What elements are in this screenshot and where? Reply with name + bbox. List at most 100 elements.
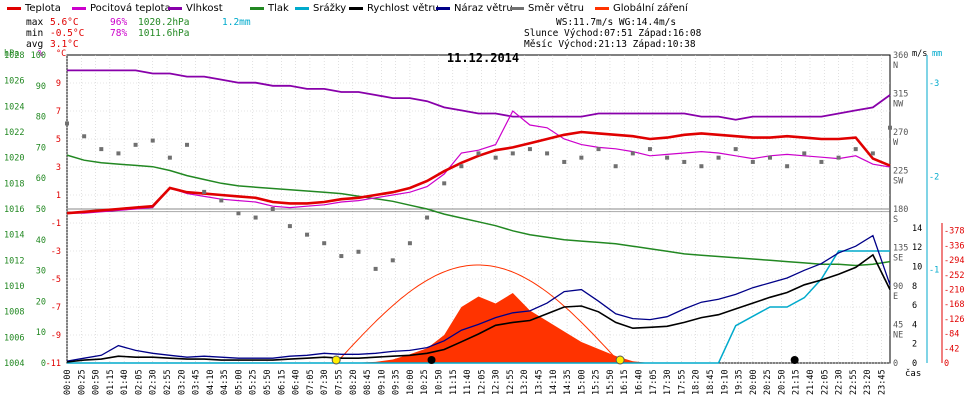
winddir-compass-label: E <box>893 292 898 302</box>
legend-label: Tlak <box>268 3 289 14</box>
winddir-point <box>425 215 430 220</box>
min-temp: -0.5°C <box>50 28 85 39</box>
x-tick-label: 07:30 <box>320 369 330 395</box>
winddir-point <box>836 155 841 160</box>
legend-item: Tlak <box>250 3 289 14</box>
x-tick-label: 21:40 <box>806 369 816 395</box>
humidity-tick-label: 0 <box>41 359 46 369</box>
humidity-tick-label: 40 <box>36 236 46 246</box>
sun-times: Slunce Východ:07:51 Západ:16:08 <box>524 28 702 39</box>
pressure-tick-label: 1026 <box>4 77 24 87</box>
winddir-point <box>476 151 481 156</box>
legend-label: Vlhkost <box>186 3 223 14</box>
x-tick-label: 10:00 <box>406 369 416 395</box>
winddir-compass-label: NW <box>893 100 904 110</box>
radiation-tick-label: -336 <box>944 241 964 251</box>
winddir-point <box>390 258 395 263</box>
pressure-tick-label: 1016 <box>4 205 24 215</box>
legend-swatch <box>436 6 450 10</box>
humidity-tick-label: 100 <box>31 51 46 61</box>
x-tick-label: 01:40 <box>120 369 130 395</box>
x-tick-label: 22:05 <box>820 369 830 395</box>
winddir-point <box>647 147 652 152</box>
winddir-compass-label: NE <box>893 331 903 341</box>
x-tick-label: 16:40 <box>635 369 645 395</box>
wind-speed-line <box>66 253 891 363</box>
humidity-tick-label: 70 <box>36 143 46 153</box>
winddir-point <box>819 159 824 164</box>
legend-swatch <box>510 6 524 10</box>
winddir-point <box>65 121 69 126</box>
x-tick-label: 12:55 <box>506 369 516 395</box>
x-tick-label: 02:05 <box>134 369 144 395</box>
radiation-tick-label: 0 <box>944 359 949 369</box>
radiation-tick-label: -210 <box>944 286 964 296</box>
pressure-tick-label: 1004 <box>4 359 24 369</box>
max-hum: 96% <box>110 17 128 28</box>
legend-label: Náraz větru <box>454 3 513 14</box>
rain-tick-label: -3 <box>929 79 939 89</box>
winddir-point <box>150 138 155 143</box>
humidity-tick-label: 30 <box>36 267 46 277</box>
axis-unit-label: mm <box>932 49 942 59</box>
pressure-tick-label: 1012 <box>4 256 24 266</box>
legend-swatch <box>295 6 309 10</box>
winddir-point <box>888 125 892 130</box>
avg-temp: 3.1°C <box>50 39 79 50</box>
windspeed-tick-label: 0 <box>912 359 917 369</box>
windspeed-tick-label: 10 <box>912 262 922 272</box>
winddir-point <box>270 207 275 211</box>
x-tick-label: 23:45 <box>877 369 887 395</box>
radiation-tick-label: -378 <box>944 227 964 237</box>
x-tick-label: 20:00 <box>749 369 759 395</box>
winddir-point <box>527 147 532 152</box>
x-tick-label: 07:05 <box>306 369 316 395</box>
winddir-point <box>322 241 327 246</box>
legend-swatch <box>72 6 86 10</box>
x-tick-label: 10:50 <box>434 369 444 395</box>
x-tick-label: 23:20 <box>863 369 873 395</box>
axis-unit-label: m/s <box>912 49 927 59</box>
x-tick-label: 15:25 <box>592 369 602 395</box>
x-tick-label: 15:00 <box>577 369 587 395</box>
x-tick-label: 05:25 <box>249 369 259 395</box>
chart-title: 11.12.2014 <box>447 51 519 65</box>
winddir-point <box>716 155 721 160</box>
rain-tick-label: -1 <box>929 266 939 276</box>
winddir-point <box>287 224 292 229</box>
pressure-tick-label: 1028 <box>4 51 24 61</box>
x-tick-label: 14:35 <box>563 369 573 395</box>
radiation-area <box>67 293 890 363</box>
radiation-tick-label: -294 <box>944 256 964 266</box>
winddir-point <box>665 155 670 160</box>
winddir-point <box>853 147 858 152</box>
x-tick-label: 19:35 <box>735 369 745 395</box>
legend-swatch <box>168 6 182 10</box>
winddir-point <box>459 164 464 169</box>
axis-unit-label: % <box>38 49 43 59</box>
legend-label: Pocitová teplota <box>90 3 171 14</box>
x-tick-label: 20:25 <box>763 369 773 395</box>
humidity-tick-label: 20 <box>36 297 46 307</box>
winddir-point <box>596 147 601 152</box>
winddir-compass-label: SW <box>893 177 904 187</box>
x-tick-label: 12:30 <box>492 369 502 395</box>
x-tick-label: 17:30 <box>663 369 673 395</box>
x-tick-label: 00:00 <box>63 369 73 395</box>
windspeed-tick-label: 4 <box>912 320 917 330</box>
temp-tick-label: 1 <box>56 191 61 201</box>
temp-tick-label: -5 <box>51 275 61 285</box>
legend-label: Teplota <box>25 3 61 14</box>
winddir-point <box>202 189 207 194</box>
x-tick-label: 17:05 <box>649 369 659 395</box>
winddir-tick-label: 315 <box>893 90 908 100</box>
x-tick-label: 05:00 <box>234 369 244 395</box>
winddir-point <box>339 254 344 259</box>
radiation-tick-label: -84 <box>944 330 959 340</box>
winddir-tick-label: 90 <box>893 282 903 292</box>
winddir-point <box>99 147 104 152</box>
x-tick-label: 20:50 <box>777 369 787 395</box>
rain-tick-label: -2 <box>929 172 939 182</box>
winddir-tick-label: 225 <box>893 167 908 177</box>
